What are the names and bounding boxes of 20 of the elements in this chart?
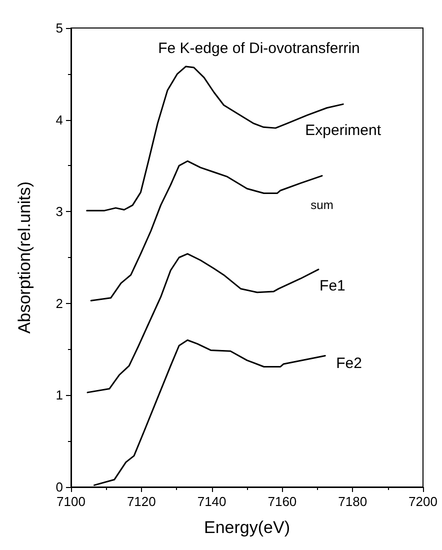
x-tick-label: 7120 [126,494,156,509]
series-label: Experiment [305,122,382,140]
y-tick-label: 2 [56,296,63,311]
y-tick-label: 3 [56,204,63,220]
x-tick-label: 7140 [197,494,226,509]
y-tick-label: 1 [56,388,63,403]
series-label: sum [310,198,334,212]
x-tick-label: 7200 [408,494,438,509]
y-tick-label: 4 [56,112,63,128]
y-tick-label: 0 [56,480,63,494]
y-axis-title: Absorption(rel.units) [15,181,34,334]
line-series [86,253,320,394]
x-tick-label: 7100 [56,494,86,509]
x-axis-title: Energy(eV) [204,518,290,537]
series-label: Fe1 [320,277,346,294]
series-label: Fe2 [336,355,362,372]
x-tick-label: 7180 [338,494,368,509]
x-tick-label: 7160 [268,494,297,509]
y-tick-label: 5 [56,20,63,36]
text: Fe K-edge of Di-ovotransferrin [158,40,360,57]
